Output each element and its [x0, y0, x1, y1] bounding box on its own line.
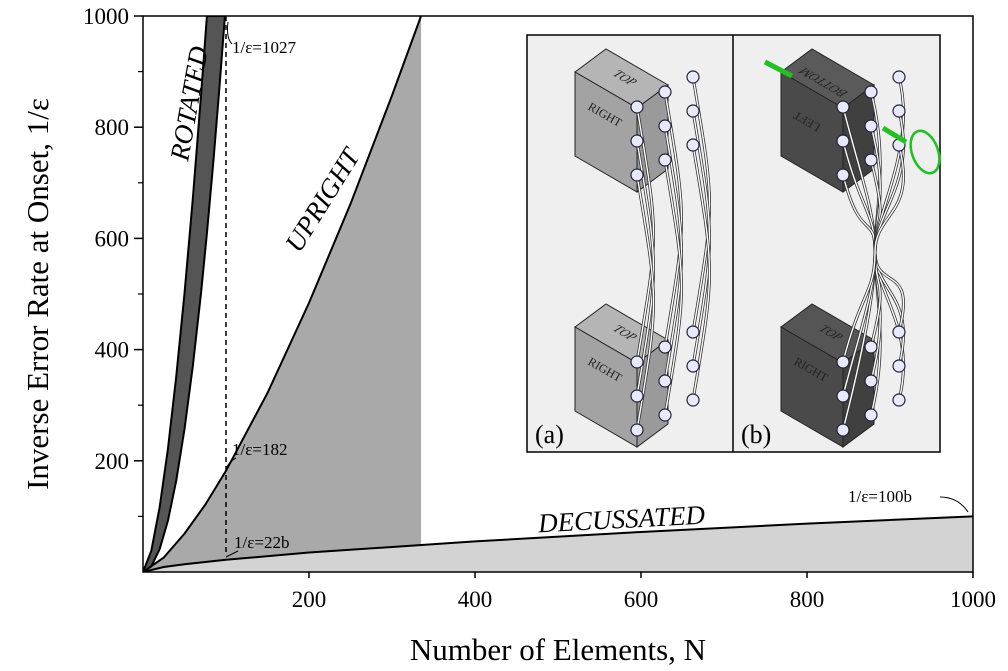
x-tick-label: 400 — [458, 587, 493, 612]
x-tick-label: 1000 — [950, 587, 996, 612]
plot-area — [143, 16, 973, 572]
wire-core — [664, 125, 683, 382]
element — [658, 119, 672, 133]
x-tick-label: 800 — [790, 587, 825, 612]
wire-core — [692, 144, 711, 401]
annotation: 1/ε=1027 — [232, 38, 296, 57]
element — [658, 408, 672, 422]
element — [864, 340, 878, 354]
element — [630, 389, 644, 403]
element — [836, 389, 850, 403]
y-tick-label: 400 — [95, 338, 130, 363]
wire-core — [692, 110, 711, 367]
rotation-arrow — [909, 129, 941, 175]
element — [686, 70, 700, 84]
element — [630, 355, 644, 369]
annotation: 1/ε=22b — [234, 533, 289, 552]
wire-core — [636, 174, 655, 431]
cube-right — [636, 339, 669, 448]
curve — [143, 515, 973, 572]
annotation-arrow — [939, 496, 969, 513]
wire-core — [664, 159, 683, 416]
element — [658, 153, 672, 167]
element — [630, 423, 644, 437]
curve — [143, 16, 422, 572]
element — [836, 100, 850, 114]
panel-label: (b) — [741, 420, 771, 449]
wire-core — [842, 144, 905, 363]
element — [864, 374, 878, 388]
rotation-axis — [763, 59, 794, 79]
element — [686, 138, 700, 152]
element — [864, 85, 878, 99]
element — [630, 134, 644, 148]
element — [836, 423, 850, 437]
element — [686, 359, 700, 373]
y-tick-label: 1000 — [83, 4, 129, 29]
area-fill — [143, 516, 973, 572]
element — [630, 100, 644, 114]
y-tick-label: 200 — [95, 449, 130, 474]
annotation: 1/ε=182 — [232, 440, 287, 459]
curve — [143, 16, 226, 572]
element — [892, 359, 906, 373]
element — [864, 153, 878, 167]
y-axis-label: Inverse Error Rate at Onset, 1/ε — [20, 98, 55, 490]
annotation-arrow — [227, 21, 233, 45]
wire-core — [664, 91, 683, 348]
element — [686, 104, 700, 118]
element — [836, 355, 850, 369]
element — [892, 70, 906, 84]
annotation-arrow — [225, 550, 239, 558]
area-fill — [143, 16, 422, 572]
element — [658, 85, 672, 99]
x-tick-label: 600 — [624, 587, 659, 612]
element — [836, 168, 850, 182]
annotation: 1/ε=100b — [848, 487, 912, 506]
x-axis-label: Number of Elements, N — [410, 632, 706, 667]
x-tick-label: 200 — [292, 587, 327, 612]
y-tick-label: 600 — [95, 226, 130, 251]
element — [686, 393, 700, 407]
element — [892, 325, 906, 339]
element — [892, 104, 906, 118]
annotation-arrow — [225, 457, 237, 471]
element — [864, 119, 878, 133]
element — [658, 340, 672, 354]
band-fill — [143, 16, 225, 572]
panel-label: (a) — [535, 420, 564, 449]
rotation-axis — [881, 125, 908, 145]
element — [630, 168, 644, 182]
element — [892, 393, 906, 407]
wire-core — [692, 76, 711, 333]
element — [864, 408, 878, 422]
element — [686, 325, 700, 339]
y-tick-label: 800 — [95, 115, 130, 140]
wire-core — [636, 106, 655, 363]
element — [658, 374, 672, 388]
element — [836, 134, 850, 148]
wire-core — [636, 140, 655, 397]
curve — [143, 16, 225, 572]
